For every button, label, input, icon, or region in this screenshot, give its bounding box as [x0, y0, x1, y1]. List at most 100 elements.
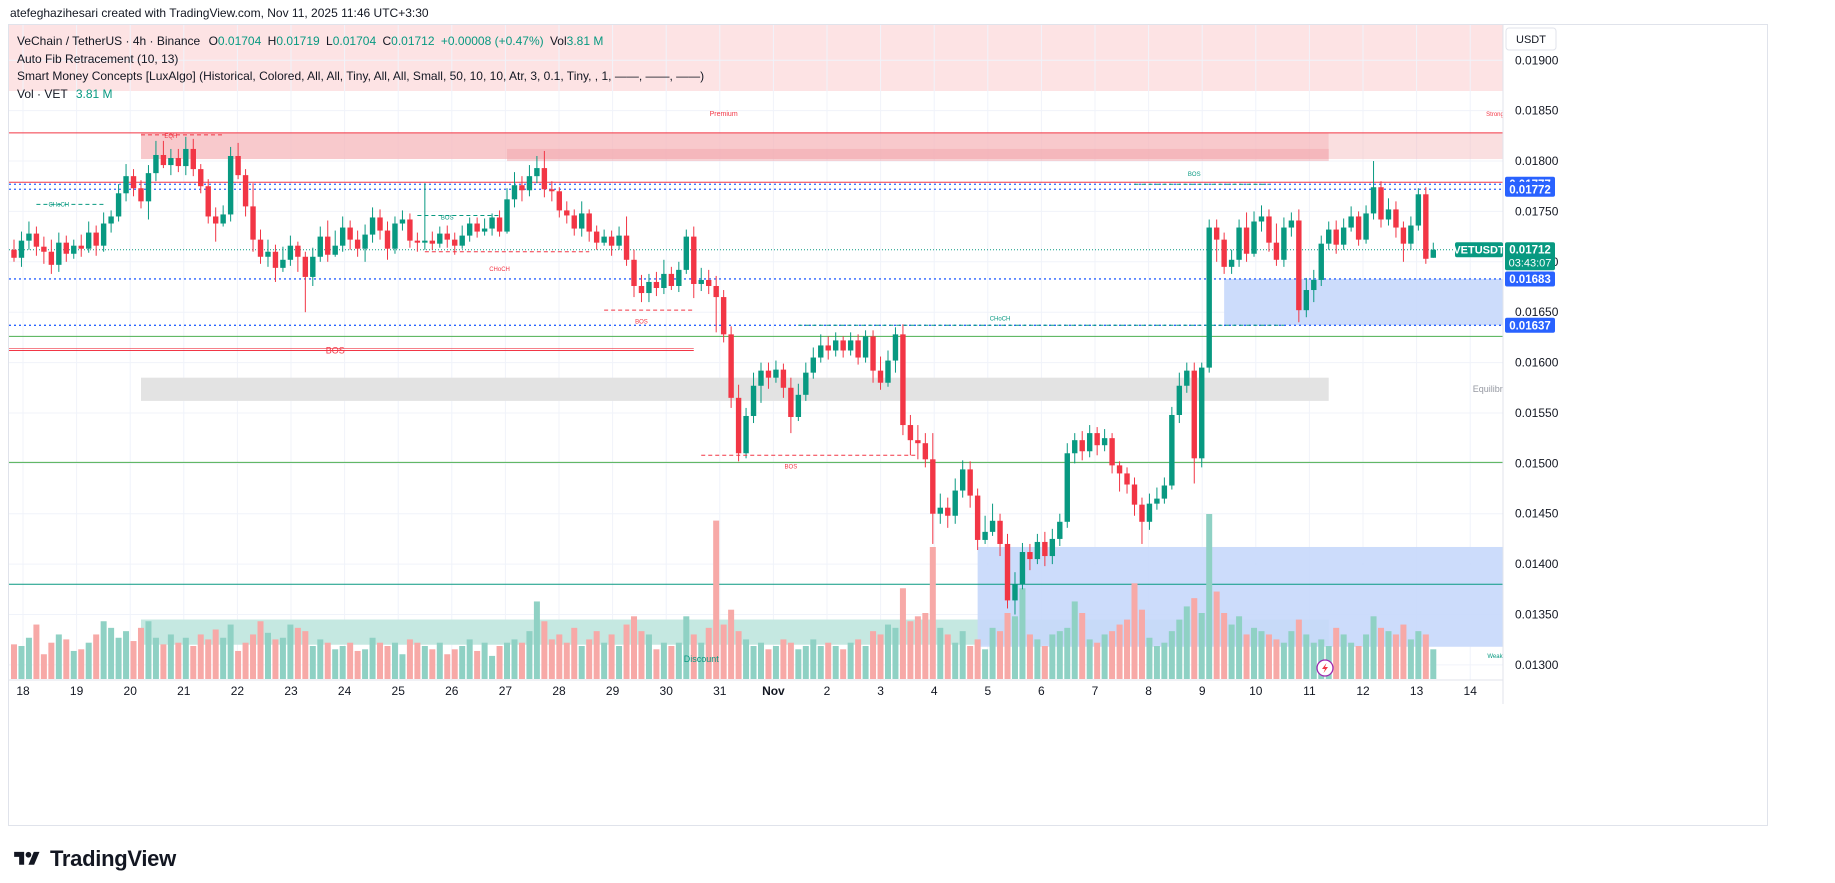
- volume-bar: [1265, 634, 1272, 679]
- volume-bar: [1213, 591, 1220, 679]
- candle-body: [743, 415, 749, 454]
- volume-bar: [85, 642, 92, 679]
- legend-low: 0.01704: [332, 34, 377, 48]
- volume-bar: [1258, 631, 1265, 679]
- volume-bar: [660, 642, 667, 679]
- x-tick-label: 2: [824, 684, 831, 698]
- candle-body: [93, 232, 99, 246]
- price-axis[interactable]: [1503, 25, 1765, 704]
- candle-body: [1019, 552, 1026, 585]
- volume-bar: [1191, 598, 1198, 679]
- x-tick-label: 7: [1092, 684, 1099, 698]
- candle-body: [526, 176, 533, 191]
- volume-bar: [608, 634, 615, 679]
- currency-button[interactable]: [1505, 27, 1557, 51]
- candle-body: [758, 370, 764, 386]
- candle-body: [541, 168, 548, 190]
- legend-indicator-smc[interactable]: Smart Money Concepts [LuxAlgo] (Historic…: [17, 69, 705, 83]
- volume-bar: [391, 642, 398, 679]
- volume-bar: [1109, 631, 1116, 679]
- legend-symbol[interactable]: VeChain / TetherUS · 4h · Binance: [17, 34, 201, 48]
- volume-bar: [1079, 613, 1086, 679]
- candle-body: [1363, 213, 1369, 240]
- candle-body: [915, 440, 921, 444]
- price-tag: [1505, 181, 1555, 197]
- volume-bar: [735, 631, 742, 679]
- volume-bar: [847, 642, 854, 679]
- volume-bar: [1318, 639, 1325, 679]
- legend-open: 0.01704: [217, 34, 262, 48]
- candle-body: [855, 340, 861, 358]
- candle-body: [18, 240, 25, 258]
- candle-body: [1251, 221, 1257, 254]
- candle-body: [153, 154, 159, 174]
- volume-bar: [1176, 619, 1183, 679]
- tradingview-brand: TradingView: [50, 846, 176, 871]
- candle-body: [982, 531, 988, 540]
- volume-bar: [272, 639, 279, 679]
- candle-body: [175, 158, 182, 167]
- x-tick-label: 8: [1145, 684, 1152, 698]
- volume-bar: [1288, 631, 1295, 679]
- candle-body: [392, 223, 398, 249]
- candle-body: [713, 285, 719, 298]
- candle-body: [504, 199, 510, 232]
- candle-body: [900, 334, 906, 426]
- candle-body: [1340, 227, 1347, 245]
- legend-symbol-row[interactable]: VeChain / TetherUS · 4h · Binance O0.017…: [17, 33, 704, 51]
- tradingview-logo[interactable]: TradingView: [10, 846, 176, 872]
- volume-bar: [944, 634, 951, 679]
- volume-bar: [1124, 619, 1131, 679]
- volume-bar: [1273, 639, 1280, 679]
- volume-bar: [795, 649, 802, 679]
- candle-body: [1101, 438, 1108, 446]
- candle-body: [1228, 259, 1235, 267]
- volume-bar: [1086, 639, 1093, 679]
- candle-body: [1086, 433, 1093, 452]
- candle-body: [1206, 227, 1212, 368]
- y-tick-label: 0.01750: [1515, 204, 1559, 218]
- candle-body: [810, 357, 816, 373]
- volume-bar: [429, 649, 436, 679]
- volume-bar: [40, 654, 47, 679]
- candle-body: [63, 242, 69, 254]
- volume-bar: [967, 646, 974, 679]
- candle-body: [780, 369, 787, 388]
- candle-body: [1430, 249, 1436, 258]
- volume-bar: [1153, 646, 1160, 679]
- volume-bar: [362, 649, 369, 679]
- volume-bar: [675, 642, 682, 679]
- volume-bar: [279, 637, 286, 679]
- candle-body: [1057, 521, 1063, 539]
- candle-body: [1393, 209, 1399, 228]
- volume-bar: [1071, 601, 1078, 679]
- volume-bar: [802, 646, 809, 679]
- legend-volume-indicator: Vol · VET: [17, 86, 68, 101]
- candle-body: [26, 233, 32, 241]
- volume-bar: [952, 642, 959, 679]
- x-tick-label: 21: [177, 684, 191, 698]
- candle-body: [571, 215, 577, 229]
- annotation-label: Strong: [1486, 112, 1504, 118]
- volume-bar: [862, 646, 869, 679]
- candle-body: [235, 156, 241, 176]
- candle-body: [1161, 485, 1168, 499]
- volume-bar: [705, 627, 712, 679]
- legend-high: 0.01719: [276, 34, 320, 48]
- candle-body: [1012, 584, 1018, 601]
- y-tick-label: 0.01400: [1515, 557, 1559, 571]
- volume-bar: [772, 646, 779, 679]
- candle-body: [78, 245, 84, 249]
- volume-bar: [123, 631, 130, 679]
- volume-bar: [1378, 627, 1385, 679]
- volume-bar: [145, 621, 152, 679]
- candle-body: [1318, 243, 1324, 280]
- price-tag: [1505, 317, 1555, 333]
- legend-volume-row[interactable]: Vol · VET 3.81 M: [17, 86, 704, 104]
- y-tick-label: 0.01500: [1515, 456, 1559, 470]
- candle-body: [1064, 453, 1070, 522]
- legend-indicator-fib[interactable]: Auto Fib Retracement (10, 13): [17, 51, 179, 66]
- candle-body: [220, 214, 226, 224]
- candle-body: [840, 340, 846, 351]
